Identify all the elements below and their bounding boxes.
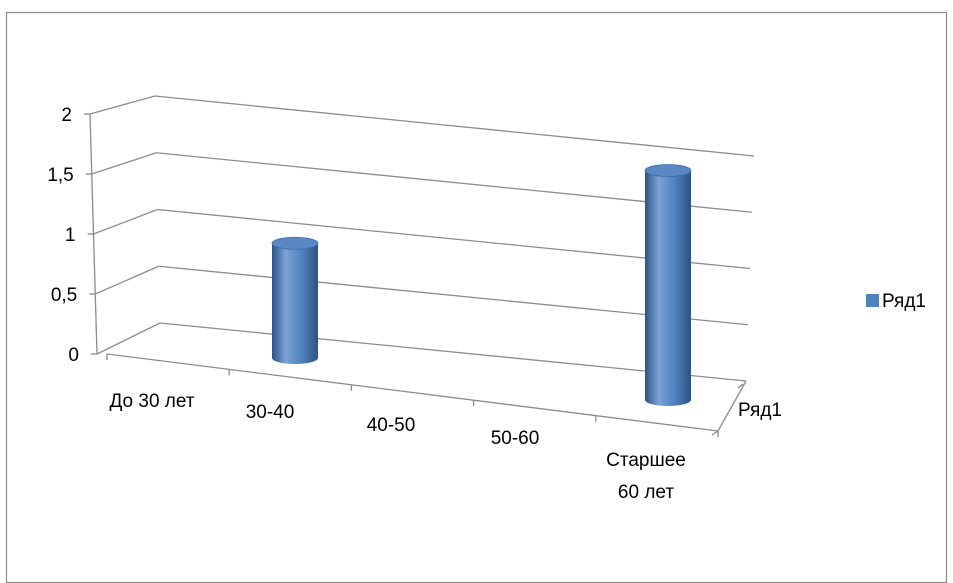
- x-tick-label: 40-50: [367, 415, 416, 436]
- y-axis-line: [89, 113, 98, 355]
- depth-tick-mark: [711, 430, 719, 436]
- depth-axis-label: Ряд1: [738, 400, 782, 421]
- x-tick-label: 50-60: [491, 428, 540, 449]
- bar-body: [645, 170, 691, 406]
- y-tick-label: 1: [65, 225, 76, 246]
- bar: [644, 164, 692, 406]
- bar-top: [271, 236, 319, 250]
- depth-axis-line: [717, 380, 747, 432]
- x-tick-label: До 30 лет: [109, 391, 194, 412]
- gridline-side: [91, 152, 157, 175]
- bar-top: [644, 164, 692, 177]
- y-tick-label: 0: [68, 345, 79, 366]
- axes: [84, 113, 747, 437]
- gridline-side: [93, 208, 158, 235]
- bars: [271, 164, 692, 406]
- x-axis-line: [106, 353, 719, 432]
- bar: [271, 236, 319, 364]
- gridline-side: [94, 265, 160, 295]
- gridline: [154, 95, 755, 157]
- gridline-side: [89, 95, 156, 115]
- depth-tick-mark: [737, 383, 744, 389]
- x-tick-label: Старшее 60 лет: [606, 450, 686, 503]
- legend-label: Ряд1: [882, 291, 926, 312]
- y-tick-label: 1,5: [47, 165, 73, 186]
- labels: 0 0,5 1 1,5 2 До 30 лет 30-40 40-50 50-60 Старшее…: [47, 105, 782, 503]
- y-tick-label: 0,5: [51, 285, 77, 306]
- x-tick-label: 30-40: [246, 402, 295, 423]
- legend-swatch: [866, 294, 879, 307]
- y-tick-label: 2: [61, 105, 72, 126]
- gridline-side: [96, 322, 161, 355]
- legend: Ряд1: [866, 291, 926, 312]
- bar-body: [272, 243, 318, 364]
